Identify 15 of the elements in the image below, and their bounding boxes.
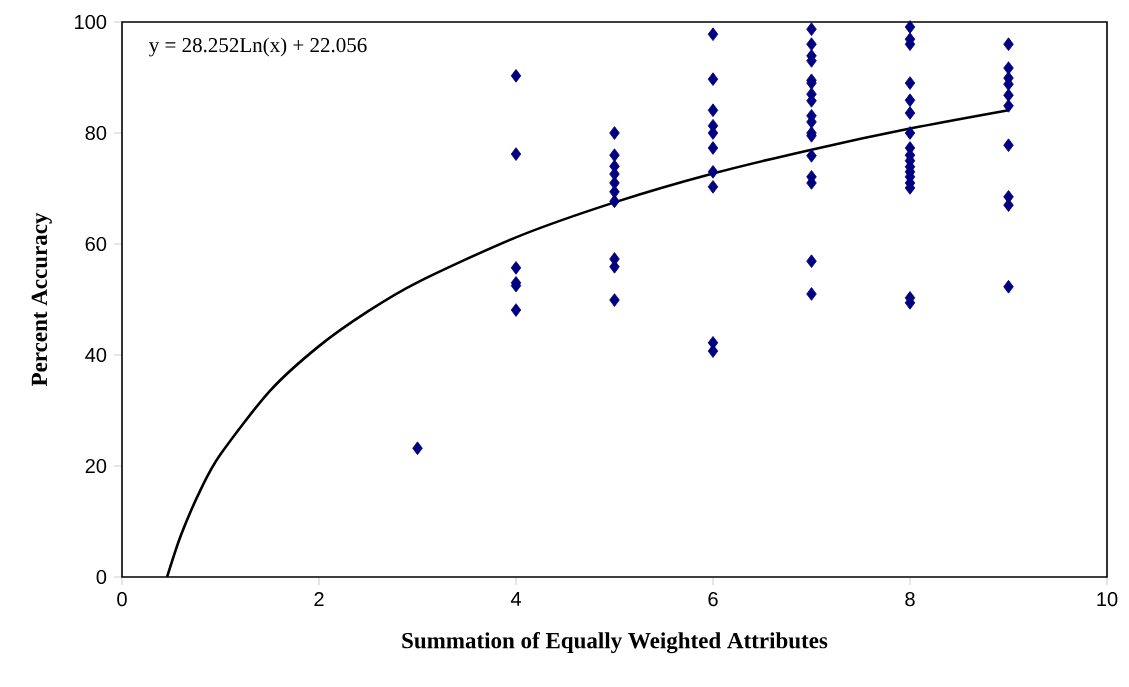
x-tick-label: 6 [708,592,718,607]
y-tick-label: 0 [96,569,107,585]
x-tick-label: 0 [117,592,127,607]
x-tick-label: 8 [905,592,915,607]
y-tick-label: 40 [85,347,107,363]
y-tick-label: 60 [85,236,107,252]
y-tick-label: 100 [75,14,107,30]
x-tick-label: 2 [314,592,324,607]
y-tick-label: 20 [85,458,107,474]
x-tick-label: 10 [1097,592,1118,607]
y-axis-title: Percent Accuracy [31,212,52,387]
annotation: y = 28.252Ln(x) + 22.056 [149,37,367,57]
y-tick-label: 80 [85,125,107,141]
x-axis-title: Summation of Equally Weighted Attributes [402,631,828,654]
x-tick-label: 4 [510,592,521,606]
